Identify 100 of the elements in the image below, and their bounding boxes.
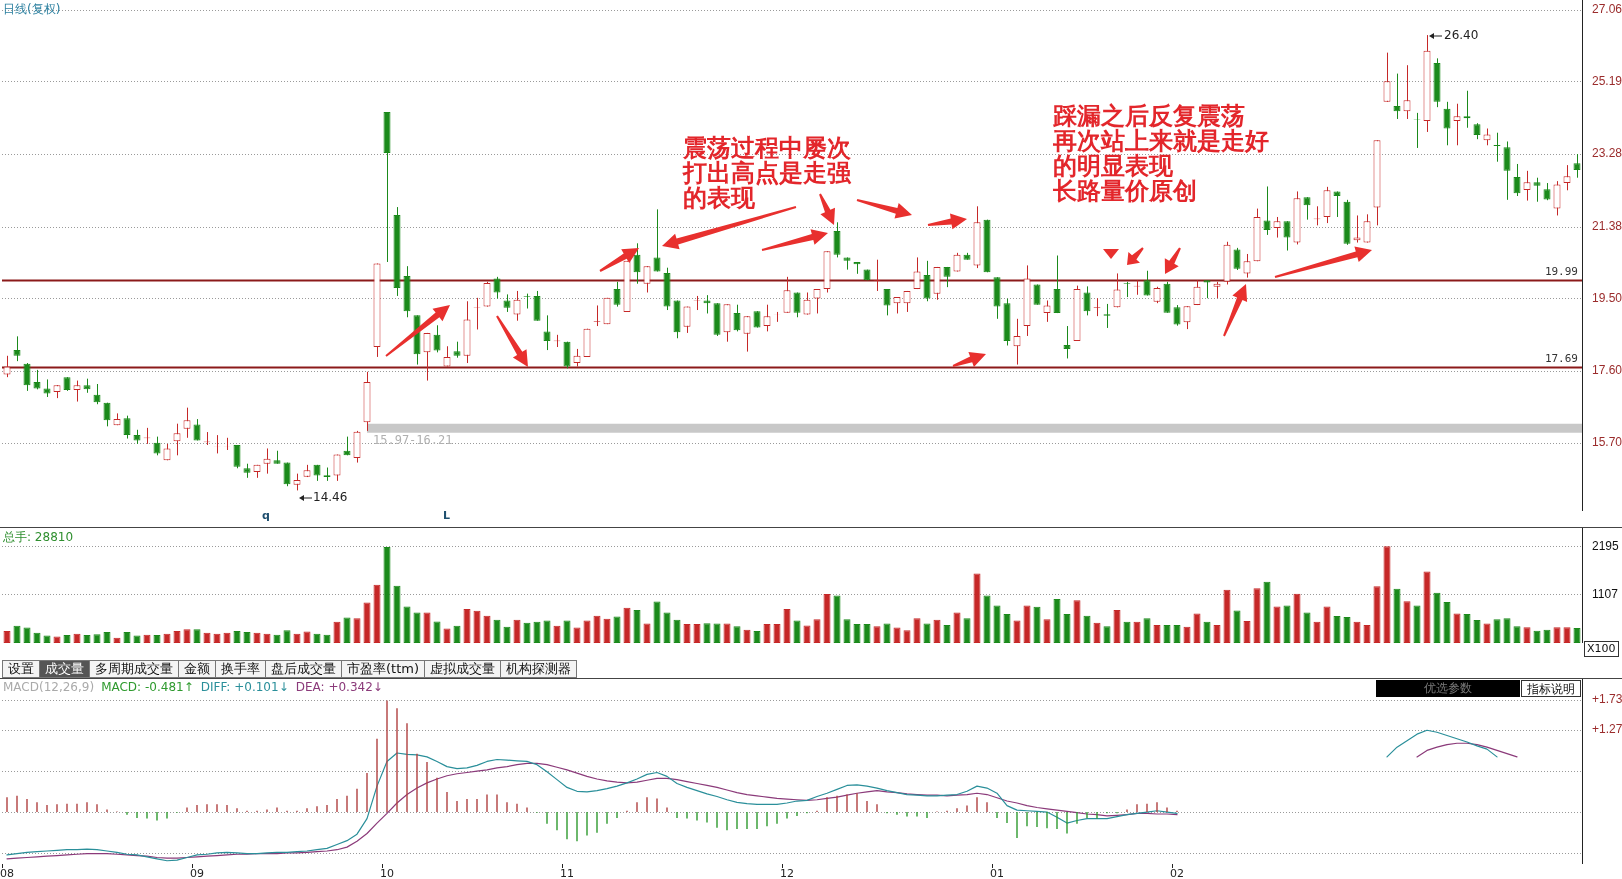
bar [963,618,971,643]
bar [623,607,631,643]
bar [653,601,661,643]
bar [1133,621,1141,643]
bar [1173,624,1181,643]
annotation: 14.46 [313,490,348,504]
candlestick [23,362,31,392]
candlestick [733,304,741,332]
candlestick [1573,153,1581,179]
x-tick-label: 02 [1170,867,1184,879]
candlestick [1513,163,1521,197]
y-tick-label: 25.19 [1592,73,1622,88]
bar [1163,624,1171,643]
bar [1323,606,1331,643]
bar [773,624,781,643]
band-label: 15.97-16.21 [373,432,453,447]
candlestick [483,281,491,308]
y-tick-label: 19.50 [1592,290,1622,305]
bar [853,624,861,643]
bar [923,623,931,643]
bar [1073,600,1081,643]
candlestick [703,294,711,314]
bar [1303,612,1311,643]
bar [1463,613,1471,643]
bar [1513,626,1521,643]
candlestick [1553,180,1561,216]
candlestick [743,315,751,353]
candlestick [763,304,771,332]
candlestick [1503,140,1511,201]
candlestick [1443,101,1451,146]
text: 机构探测器 [501,660,578,678]
x-tick-label: 11 [560,867,574,879]
x-tick-label: 01 [990,867,1004,879]
candlestick [153,436,161,456]
annotation: 26.40 [1444,28,1479,42]
chart-title: 日线(复权) [3,2,61,16]
candlestick [1283,220,1291,252]
bar [1243,620,1251,643]
candlestick [1233,247,1241,271]
bar [743,629,751,643]
bar [1343,617,1351,643]
bar [533,621,541,643]
candlestick [263,447,271,475]
candlestick [1363,213,1371,244]
candlestick [1063,325,1071,359]
bar [1313,621,1321,643]
y-tick-label: +1.27 [1592,721,1622,736]
bar [803,625,811,643]
y-axis-title: X100 [1584,641,1619,657]
candlestick [813,288,821,314]
bar [453,625,461,643]
bar [893,627,901,643]
candlestick [1243,253,1251,279]
text: 虚拟成交量 [425,660,502,678]
candlestick [1173,304,1181,327]
y-tick-label: +1.73 [1592,692,1622,707]
bar [463,609,471,643]
bar [573,627,581,643]
bar [1043,619,1051,643]
text: DEA: +0.342↓ [295,680,383,694]
candlestick [643,265,651,293]
bar [483,615,491,643]
candlestick [1013,318,1021,366]
bar [593,615,601,643]
bar [1383,546,1391,643]
candlestick [1273,216,1281,239]
bar [673,619,681,643]
bar [1233,610,1241,643]
bar [1543,629,1551,643]
bar [363,602,371,643]
bar [633,609,641,643]
bar [953,612,961,643]
bar [833,595,841,643]
bar [543,620,551,643]
candlestick [1523,170,1531,202]
candlestick [513,290,521,322]
bar [943,624,951,643]
bar [1443,602,1451,643]
bar [343,617,351,643]
bar [1143,618,1151,643]
bar [13,625,21,643]
bar [373,584,381,643]
bar [843,619,851,643]
candlestick [1143,270,1151,297]
candlestick [833,221,841,258]
bar [413,612,421,643]
bar [1113,609,1121,643]
bar [1203,621,1211,643]
candlestick [533,290,541,322]
candlestick [1083,285,1091,316]
candlestick [793,291,801,318]
bar [1283,605,1291,643]
x-tick-label: 09 [190,867,204,879]
candlestick [1453,103,1461,146]
candlestick [1333,190,1341,218]
y-tick-label: 27.06 [1592,2,1622,17]
chart-title: 总手: 28810 [3,530,74,544]
bar [643,623,651,643]
candlestick [923,260,931,302]
bar [173,631,181,643]
